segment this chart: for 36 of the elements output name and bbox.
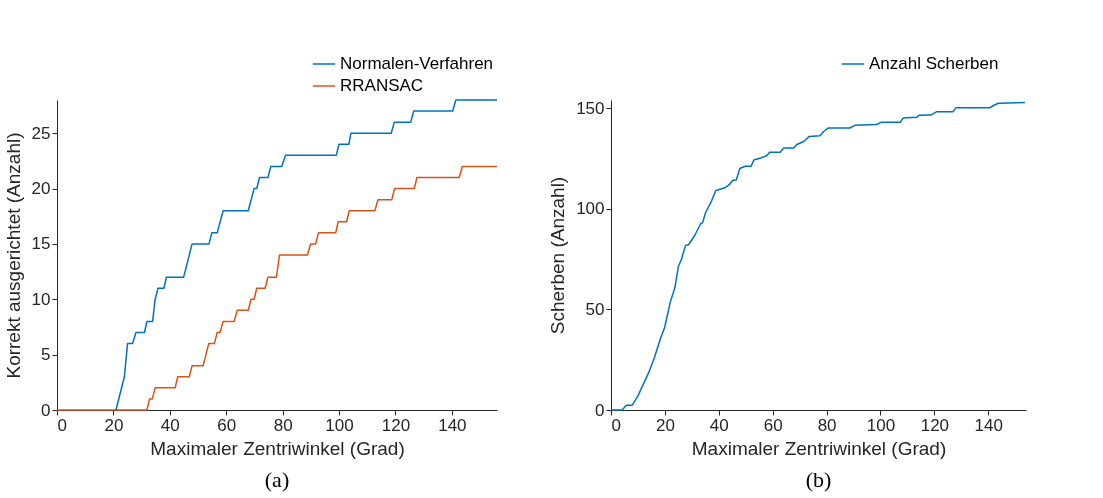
x-tick-label: 0	[57, 415, 67, 435]
x-axis-title: Maximaler Zentriwinkel (Grad)	[691, 437, 947, 459]
text: (b)	[805, 467, 832, 492]
x-tick-label: 20	[104, 415, 124, 435]
x-tick-label: 120	[381, 415, 411, 435]
x-tick-label: 140	[974, 415, 1003, 435]
text: (a)	[264, 467, 290, 492]
y-tick-label: 10	[31, 289, 51, 309]
line-series	[115, 99, 498, 411]
x-tick-label: 40	[160, 415, 180, 435]
x-tick-label: 60	[217, 415, 237, 435]
y-axis-title: Korrekt ausgerichtet (Anzahl)	[2, 132, 24, 379]
y-tick-label: 0	[595, 400, 605, 420]
y-tick-label: 5	[41, 345, 51, 365]
x-tick-label: 100	[325, 415, 354, 435]
x-tick-label: 60	[763, 415, 783, 435]
x-tick-label: 0	[611, 415, 621, 435]
x-tick-label: 80	[273, 415, 293, 435]
y-tick-label: 25	[31, 123, 51, 143]
legend-label: RRANSAC	[340, 76, 424, 95]
x-tick-label: 20	[655, 415, 675, 435]
y-tick-label: 50	[585, 299, 605, 319]
x-tick-label: 100	[866, 415, 896, 435]
y-tick-label: 100	[576, 199, 605, 219]
legend-label: Anzahl Scherben	[869, 54, 999, 73]
y-tick-label: 0	[41, 400, 51, 420]
y-tick-label: 20	[31, 179, 51, 199]
y-tick-label: 15	[31, 234, 51, 254]
y-axis-title: Scherben (Anzahl)	[547, 176, 569, 335]
legend-label: Normalen-Verfahren	[340, 54, 494, 73]
x-tick-label: 120	[920, 415, 950, 435]
x-tick-label: 140	[438, 415, 467, 435]
x-axis-title: Maximaler Zentriwinkel (Grad)	[150, 437, 405, 459]
y-tick-label: 150	[576, 98, 605, 118]
x-tick-label: 40	[709, 415, 729, 435]
x-tick-label: 80	[817, 415, 837, 435]
